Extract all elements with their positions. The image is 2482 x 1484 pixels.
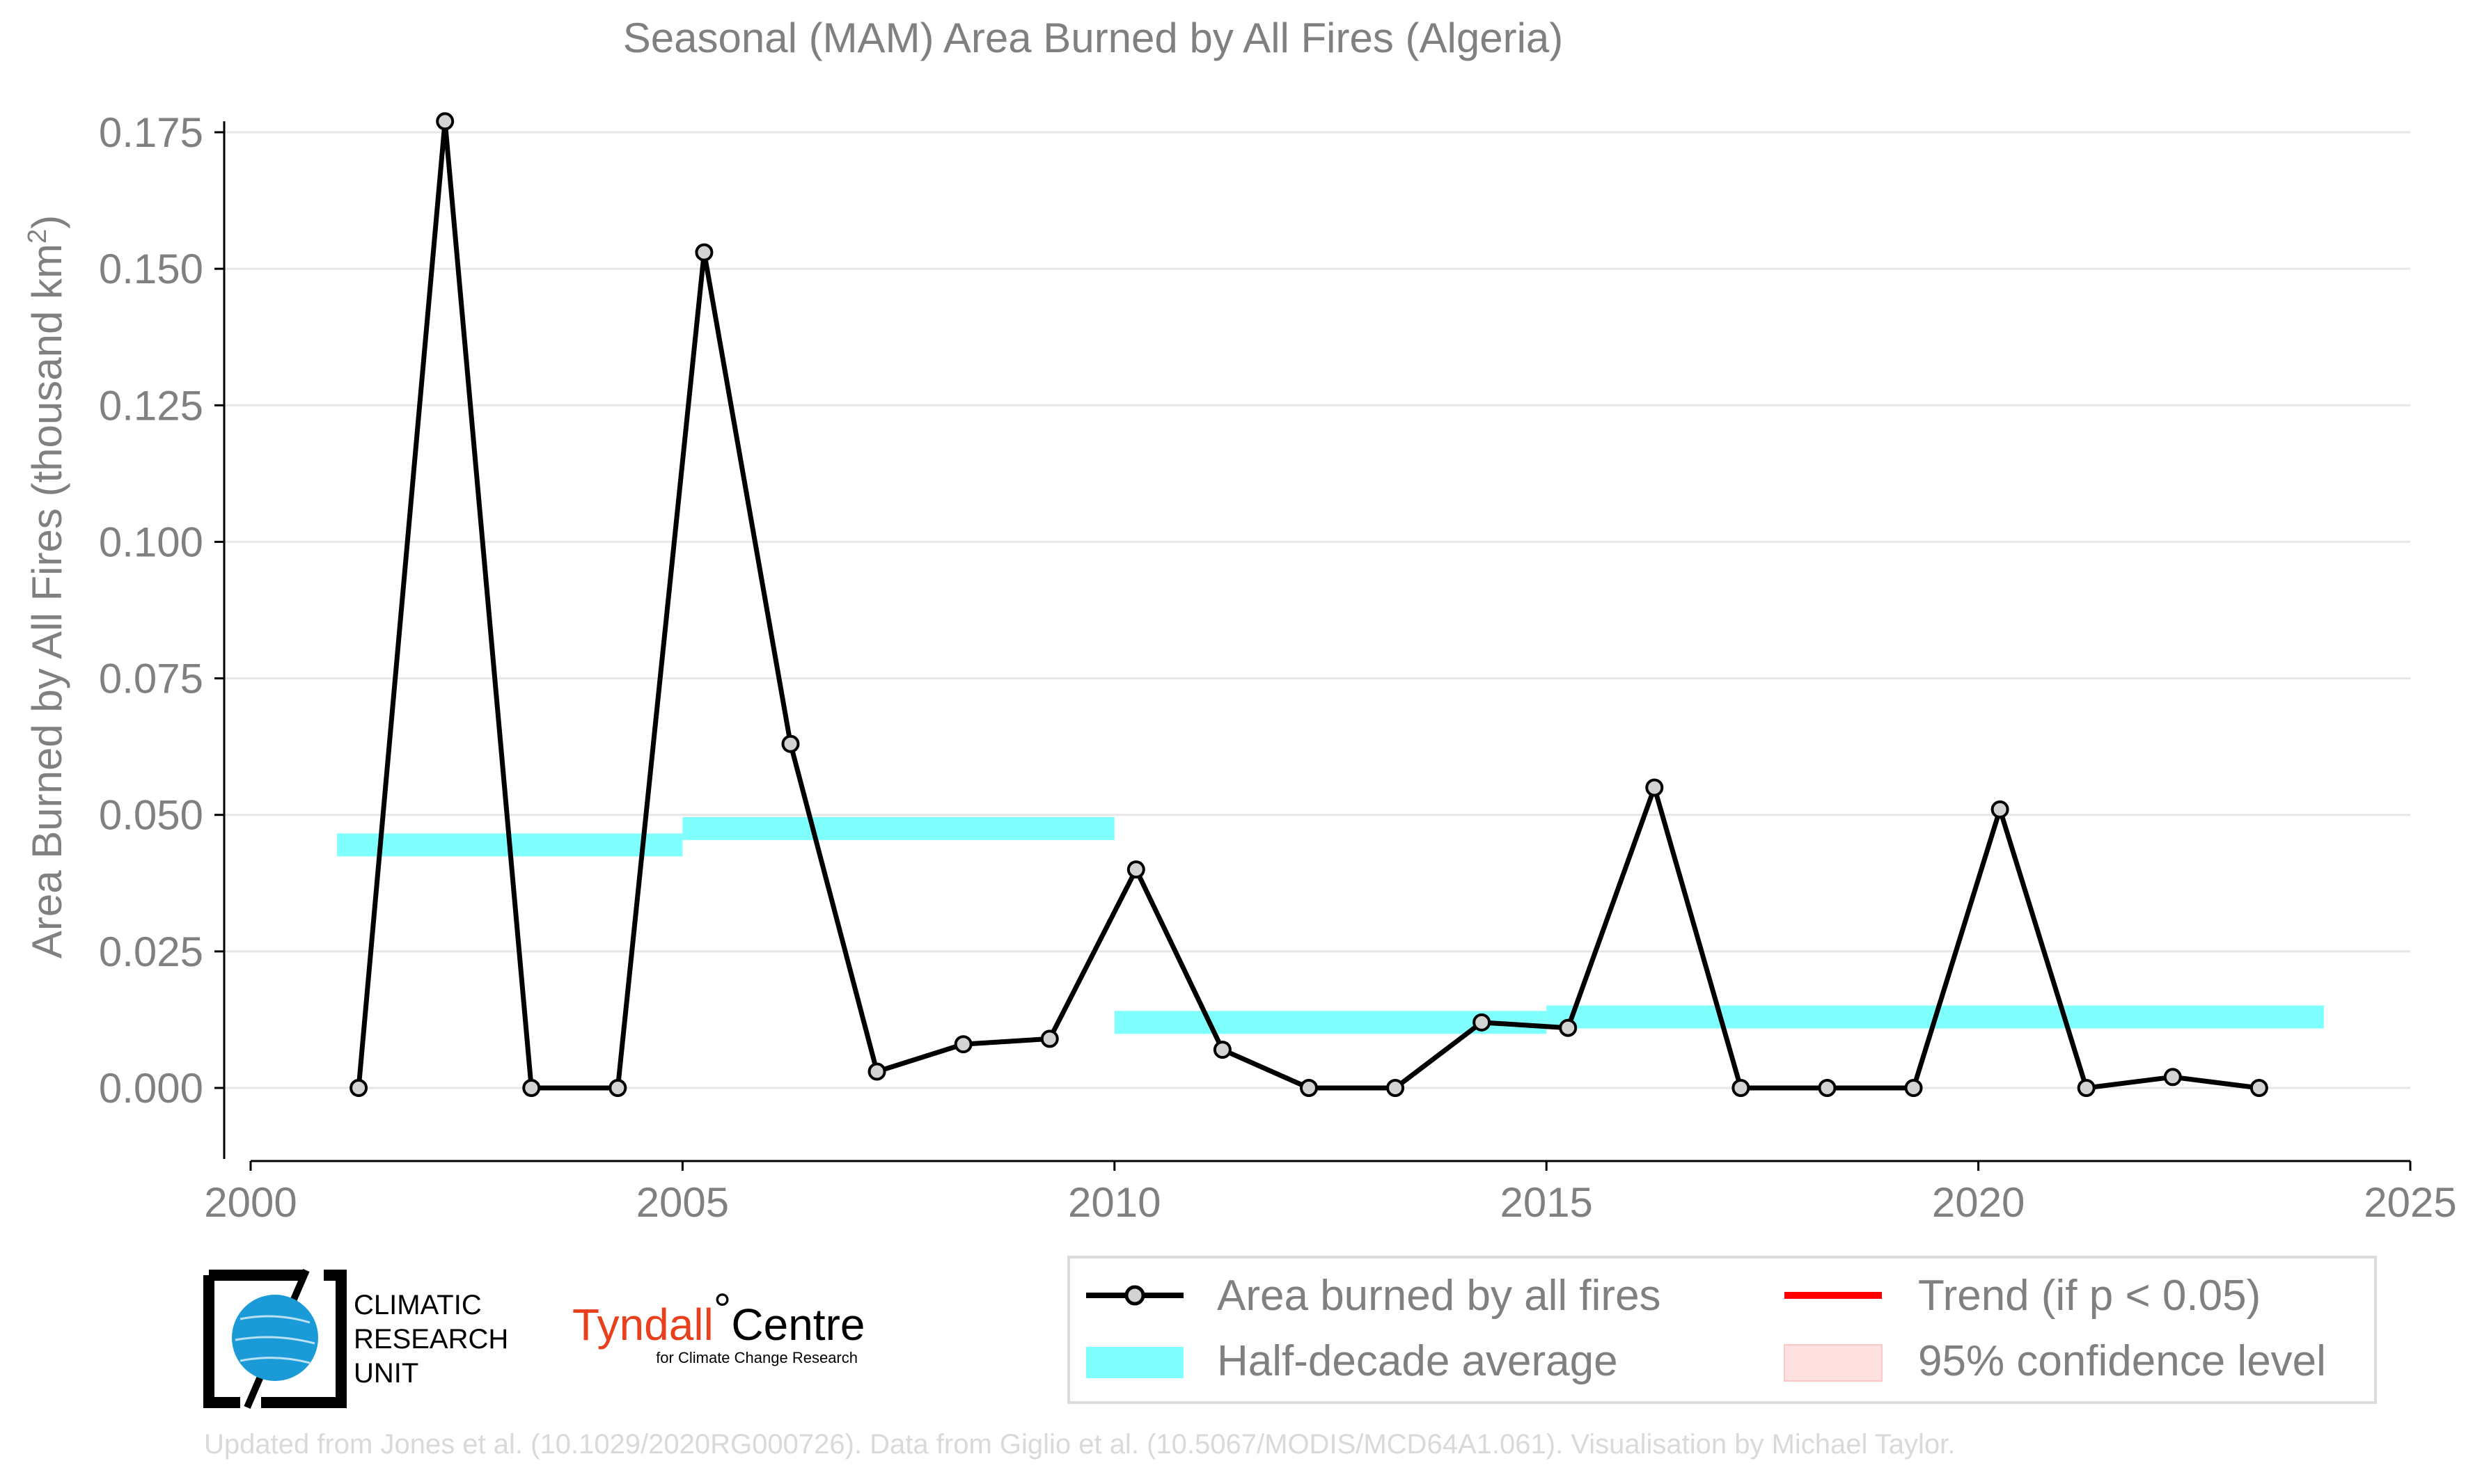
y-tick-label: 0.025: [99, 929, 203, 975]
legend: Area burned by all fires Half-decade ave…: [1067, 1256, 2377, 1404]
x-tick-label: 2000: [204, 1179, 297, 1226]
data-point: [2249, 1079, 2268, 1097]
cru-logo-frame-left: [203, 1275, 240, 1408]
data-point: [608, 1079, 627, 1097]
legend-marker-swatch: [1124, 1285, 1145, 1306]
data-point: [1472, 1013, 1491, 1032]
tyndall-logo: Tyndall°Centre for Climate Change Resear…: [572, 1284, 865, 1366]
y-tick-label: 0.000: [99, 1065, 203, 1112]
data-point: [1818, 1079, 1837, 1097]
y-axis-label-superscript: 2: [23, 229, 52, 244]
data-point: [1040, 1029, 1059, 1048]
data-point: [1559, 1018, 1578, 1037]
data-point: [1990, 800, 2009, 819]
data-point: [1213, 1041, 1232, 1059]
half-decade-band: [682, 816, 1115, 840]
legend-band-swatch: [1086, 1347, 1184, 1378]
tyndall-logo-subtitle: for Climate Change Research: [656, 1349, 858, 1366]
legend-box: [1067, 1256, 2377, 1404]
data-point: [2163, 1068, 2182, 1087]
y-axis-label-close: ): [24, 215, 70, 229]
legend-confidence-swatch: [1784, 1344, 1883, 1382]
data-point: [349, 1079, 368, 1097]
data-point: [1126, 860, 1145, 879]
data-point: [522, 1079, 541, 1097]
legend-label-area-burned: Area burned by all fires: [1217, 1272, 1661, 1320]
data-point: [867, 1062, 886, 1081]
y-tick-label: 0.125: [99, 382, 203, 429]
y-tick-label: 0.175: [99, 109, 203, 156]
x-tick-label: 2015: [1500, 1179, 1592, 1226]
data-point: [2077, 1079, 2096, 1097]
data-point: [1299, 1079, 1318, 1097]
data-point: [1645, 778, 1664, 797]
tyndall-logo-wordmark: Tyndall°Centre: [572, 1284, 865, 1350]
data-point: [1731, 1079, 1750, 1097]
y-tick-label: 0.100: [99, 519, 203, 565]
x-tick-label: 2020: [1932, 1179, 2025, 1226]
area-burned-series: [349, 112, 2268, 1097]
cru-logo-line-3: UNIT: [354, 1358, 418, 1389]
series-line: [356, 118, 2260, 1091]
tyndall-logo-name: Tyndall: [572, 1300, 714, 1350]
chart-title: Seasonal (MAM) Area Burned by All Fires …: [623, 15, 1564, 61]
data-point: [695, 243, 714, 262]
x-tick-label: 2010: [1068, 1179, 1161, 1226]
tyndall-logo-centre: Centre: [731, 1300, 865, 1350]
data-point: [1904, 1079, 1923, 1097]
y-axis-label-main: Area Burned by All Fires (thousand km: [24, 244, 70, 958]
y-tick-label: 0.075: [99, 656, 203, 702]
gridlines: [224, 131, 2410, 1089]
cru-logo-line-1: CLIMATIC: [354, 1290, 482, 1320]
data-point: [954, 1035, 973, 1054]
data-point: [1386, 1079, 1405, 1097]
cru-logo-frame-right: [261, 1270, 347, 1408]
x-tick-label: 2025: [2364, 1179, 2456, 1226]
y-axis-label: Area Burned by All Fires (thousand km2): [23, 215, 70, 958]
legend-label-half-decade: Half-decade average: [1217, 1337, 1618, 1385]
credit-line: Updated from Jones et al. (10.1029/2020R…: [204, 1429, 1955, 1460]
y-tick-label: 0.050: [99, 792, 203, 839]
axes: [223, 121, 2410, 1162]
x-tick-label: 2005: [636, 1179, 729, 1226]
cru-logo: CLIMATIC RESEARCH UNIT: [203, 1269, 508, 1409]
data-point: [781, 734, 800, 753]
y-axis-ticks: 0.000 0.025 0.050 0.075 0.100 0.125 0.150 0.175: [99, 109, 224, 1112]
cru-logo-line-2: RESEARCH: [354, 1324, 508, 1355]
data-point: [436, 112, 455, 131]
globe-lines: [235, 1315, 315, 1364]
legend-label-trend: Trend (if p < 0.05): [1918, 1272, 2261, 1320]
x-axis-ticks: 2000 2005 2010 2015 2020 2025: [204, 1161, 2457, 1226]
y-tick-label: 0.150: [99, 246, 203, 292]
tyndall-logo-degree: °: [714, 1284, 732, 1334]
legend-label-confidence: 95% confidence level: [1918, 1337, 2326, 1385]
